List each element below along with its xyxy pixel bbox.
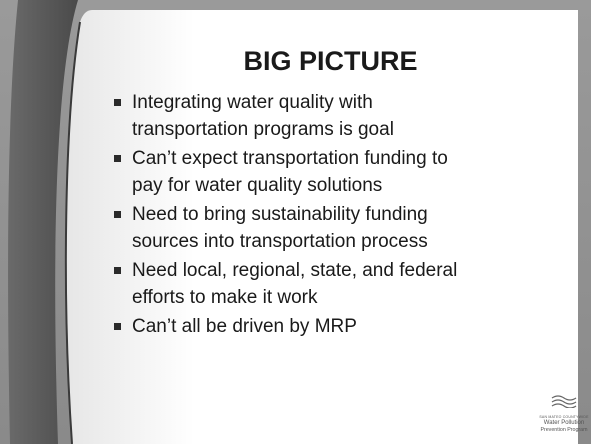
bullet-text: sources into transportation process <box>132 231 428 252</box>
bullet-item: Need local, regional, state, and federal… <box>112 257 572 311</box>
bullet-item: Integrating water quality with transporta… <box>112 89 572 143</box>
bullet-text: Need local, regional, state, and federal <box>132 260 458 281</box>
bullet-text: efforts to make it work <box>132 287 318 308</box>
bullet-item: Can’t expect transportation funding to pa… <box>112 145 572 199</box>
bullet-mark <box>114 323 121 330</box>
bullet-text: transportation programs is goal <box>132 119 394 140</box>
bullet-text: Can’t expect transportation funding to <box>132 148 448 169</box>
logo-text: SAN MATEO COUNTYWIDE <box>539 415 589 419</box>
bullet-text: Can’t all be driven by MRP <box>132 316 357 337</box>
bullet-item: Can’t all be driven by MRP <box>112 313 572 340</box>
bullet-mark <box>114 155 121 162</box>
logo: SAN MATEO COUNTYWIDE Water Pollution Preve… <box>536 394 591 433</box>
bullet-text: Need to bring sustainability funding <box>132 204 428 225</box>
bullet-text: Integrating water quality with <box>132 92 373 113</box>
logo-waves <box>551 395 577 409</box>
bullet-mark <box>114 99 121 106</box>
logo-text: Prevention Program <box>540 427 588 433</box>
bullet-mark <box>114 267 121 274</box>
logo-text: Water Pollution <box>543 420 585 426</box>
bullet-mark <box>114 211 121 218</box>
bullet-item: Need to bring sustainability funding sour… <box>112 201 572 255</box>
slide-title: BIG PICTURE <box>243 46 418 76</box>
bullet-list: Integrating water quality with transporta… <box>112 89 572 342</box>
bullet-text: pay for water quality solutions <box>132 175 383 196</box>
